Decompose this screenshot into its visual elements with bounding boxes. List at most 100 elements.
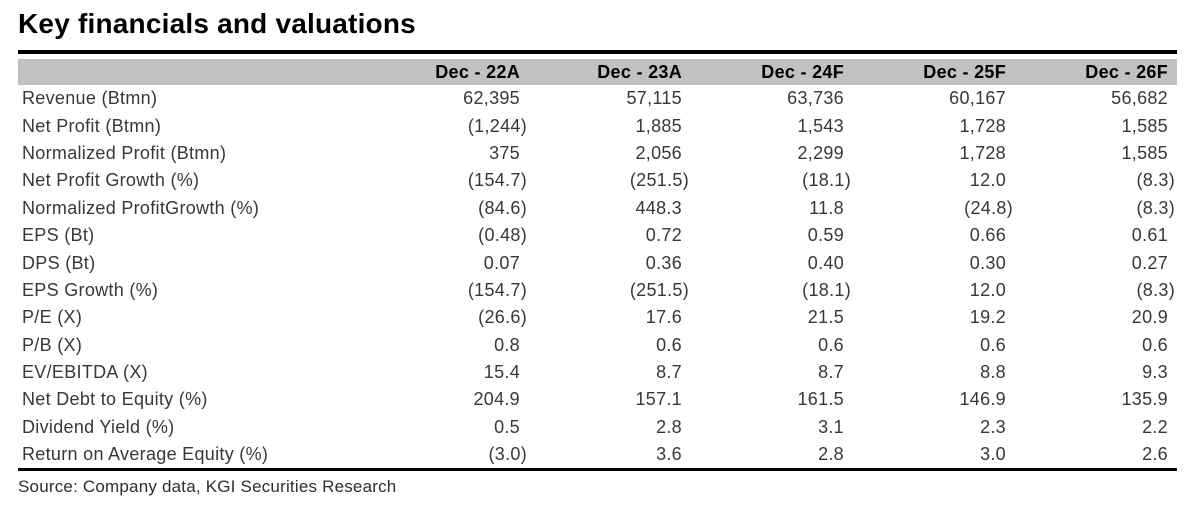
row-label: Net Profit Growth (%) (22, 170, 200, 191)
row-label: Net Debt to Equity (%) (22, 389, 208, 410)
page-title: Key financials and valuations (18, 8, 416, 39)
table-row: DPS (Bt) 0.07 0.36 0.40 0.30 0.27 (18, 249, 1177, 276)
cell-value: (8.3) (1136, 279, 1175, 300)
table-row: Net Profit (Btmn) (1,244) 1,885 1,543 1,728 1… (18, 112, 1177, 139)
financials-header-row: Dec - 22A Dec - 23A Dec - 24F Dec - 25F Dec … (18, 59, 1177, 85)
cell-value: 2.8 (818, 444, 844, 465)
cell-value: (8.3) (1136, 197, 1175, 218)
row-label: Return on Average Equity (%) (22, 444, 269, 465)
financials-table-body: Revenue (Btmn) 62,395 57,115 63,736 60,167 56… (18, 85, 1177, 468)
cell-value: 0.5 (494, 416, 520, 437)
column-header: Dec - 22A (367, 59, 529, 85)
cell-value: (251.5) (629, 279, 689, 300)
cell-value: (251.5) (629, 170, 689, 191)
cell-value: 60,167 (949, 88, 1006, 109)
cell-value: 0.30 (969, 252, 1006, 273)
table-row: Net Profit Growth (%) (154.7) (251.5) (18.1… (18, 167, 1177, 194)
table-row: P/B (X) 0.8 0.6 0.6 0.6 0.6 (18, 332, 1177, 359)
row-label: P/E (X) (22, 307, 83, 328)
cell-value: 0.07 (483, 252, 520, 273)
table-row: Normalized ProfitGrowth (%) (84.6) 448.3 11… (18, 195, 1177, 222)
cell-value: (1,244) (467, 115, 527, 136)
cell-value: 56,682 (1111, 88, 1168, 109)
row-label: P/B (X) (22, 334, 83, 355)
cell-value: 1,585 (1121, 142, 1168, 163)
title-rule (18, 50, 1177, 54)
column-header: Dec - 25F (853, 59, 1015, 85)
cell-value: 57,115 (626, 88, 682, 109)
table-row: EPS (Bt) (0.48) 0.72 0.59 0.66 0.61 (18, 222, 1177, 249)
table-row: EV/EBITDA (X) 15.4 8.7 8.7 8.8 9.3 (18, 359, 1177, 386)
cell-value: 12.0 (969, 279, 1006, 300)
cell-value: 3.1 (818, 416, 844, 437)
row-label: EV/EBITDA (X) (22, 362, 148, 383)
row-label: DPS (Bt) (22, 252, 96, 273)
cell-value: 12.0 (969, 170, 1006, 191)
table-row: Normalized Profit (Btmn) 375 2,056 2,299 1,7… (18, 140, 1177, 167)
cell-value: 9.3 (1142, 362, 1168, 383)
cell-value: 20.9 (1131, 307, 1168, 328)
cell-value: (84.6) (478, 197, 527, 218)
cell-value: 1,543 (797, 115, 844, 136)
cell-value: 8.7 (656, 362, 682, 383)
cell-value: 0.59 (807, 225, 844, 246)
source-note: Source: Company data, KGI Securities Res… (18, 477, 397, 497)
column-header: Dec - 24F (691, 59, 853, 85)
cell-value: 11.8 (809, 197, 844, 218)
table-row: Dividend Yield (%) 0.5 2.8 3.1 2.3 2.2 (18, 414, 1177, 441)
cell-value: 0.6 (818, 334, 844, 355)
cell-value: (18.1) (802, 279, 851, 300)
cell-value: 15.4 (483, 362, 520, 383)
cell-value: (154.7) (467, 279, 527, 300)
cell-value: (3.0) (488, 444, 527, 465)
table-bottom-rule (18, 468, 1177, 472)
row-label: Net Profit (Btmn) (22, 115, 162, 136)
cell-value: 21.5 (807, 307, 844, 328)
cell-value: (0.48) (478, 225, 527, 246)
cell-value: 375 (489, 142, 520, 163)
cell-value: 1,885 (635, 115, 682, 136)
cell-value: (24.8) (964, 197, 1013, 218)
cell-value: 3.6 (656, 444, 682, 465)
cell-value: 448.3 (635, 197, 682, 218)
table-row: Return on Average Equity (%) (3.0) 3.6 2.8 3… (18, 441, 1177, 468)
cell-value: 204.9 (473, 389, 520, 410)
row-label: Dividend Yield (%) (22, 416, 175, 437)
table-row: Revenue (Btmn) 62,395 57,115 63,736 60,167 56… (18, 85, 1177, 112)
cell-value: 1,585 (1121, 115, 1168, 136)
cell-value: 135.9 (1121, 389, 1168, 410)
cell-value: 0.61 (1131, 225, 1168, 246)
table-row: Net Debt to Equity (%) 204.9 157.1 161.5 146… (18, 386, 1177, 413)
cell-value: 0.66 (969, 225, 1006, 246)
cell-value: 1,728 (959, 115, 1006, 136)
cell-value: 0.8 (494, 334, 520, 355)
cell-value: 63,736 (787, 88, 844, 109)
table-row: EPS Growth (%) (154.7) (251.5) (18.1) 12.0 (8… (18, 277, 1177, 304)
cell-value: 19.2 (969, 307, 1006, 328)
cell-value: 3.0 (980, 444, 1006, 465)
cell-value: 0.6 (980, 334, 1006, 355)
cell-value: (154.7) (467, 170, 527, 191)
row-label: Revenue (Btmn) (22, 88, 158, 109)
header-spacer (18, 59, 367, 85)
row-label: EPS Growth (%) (22, 279, 159, 300)
cell-value: 146.9 (959, 389, 1006, 410)
row-label: Normalized ProfitGrowth (%) (22, 197, 260, 218)
report-page: Key financials and valuations Dec - 22A D… (18, 8, 1177, 497)
column-header: Dec - 23A (529, 59, 691, 85)
cell-value: 1,728 (959, 142, 1006, 163)
cell-value: 8.7 (818, 362, 844, 383)
cell-value: 0.6 (656, 334, 682, 355)
cell-value: (8.3) (1136, 170, 1175, 191)
cell-value: 2,299 (797, 142, 844, 163)
column-header: Dec - 26F (1015, 59, 1177, 85)
cell-value: 0.6 (1142, 334, 1168, 355)
cell-value: 0.72 (645, 225, 682, 246)
cell-value: 2.8 (656, 416, 682, 437)
cell-value: 17.6 (645, 307, 682, 328)
cell-value: 2.2 (1142, 416, 1168, 437)
table-row: P/E (X) (26.6) 17.6 21.5 19.2 20.9 (18, 304, 1177, 331)
cell-value: 0.40 (807, 252, 844, 273)
cell-value: 2.3 (980, 416, 1006, 437)
cell-value: (26.6) (478, 307, 527, 328)
